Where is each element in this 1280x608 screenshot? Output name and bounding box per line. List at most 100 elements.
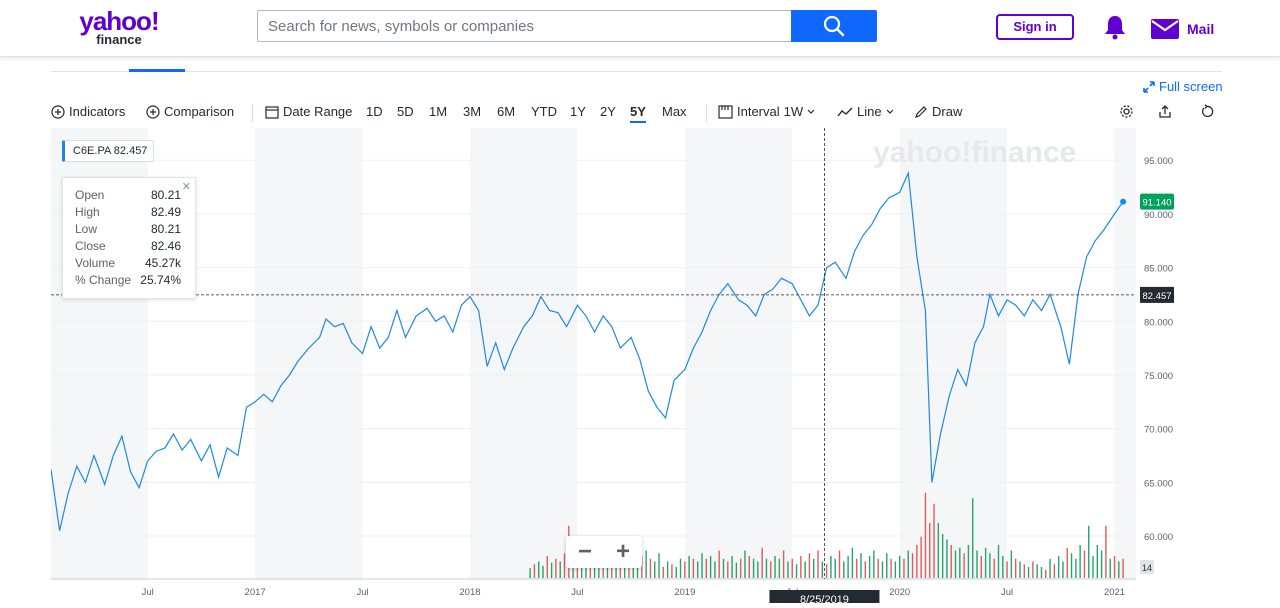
volume-bar [864,561,866,578]
volume-bar [770,561,772,578]
volume-bar [993,558,995,578]
symbol-tag[interactable]: C6E.PA 82.457 [62,140,155,162]
chart-canvas[interactable]: 95.000 90.000 85.000 80.000 75.000 70.000 65.0… [50,128,1222,606]
volume-bar [611,558,613,578]
range-ytd[interactable]: YTD [531,104,557,119]
volume-bar [933,503,935,578]
x-tick-label: 2019 [674,587,695,598]
close-icon[interactable]: ✕ [181,181,191,193]
range-5y[interactable]: 5Y [630,104,646,123]
tooltip-row-volume: Volume 45.27k [75,256,181,270]
volume-bar [800,556,802,578]
price-chart[interactable]: 95.000 90.000 85.000 80.000 75.000 70.000 65.0… [50,128,1222,606]
range-1y[interactable]: 1Y [570,104,586,119]
volume-bar [980,556,983,578]
volume-bar [821,561,824,578]
volume-bar [787,561,789,578]
volume-bar [1100,550,1103,578]
search-box [257,10,791,42]
volume-bar [585,561,587,578]
volume-bar [761,547,763,578]
volume-bar [709,556,712,578]
volume-bar [580,564,583,578]
range-1m[interactable]: 1M [429,104,448,119]
volume-bar [1096,545,1099,578]
notification-bell-icon[interactable] [1103,14,1127,45]
x-tick-label: Jul [356,587,368,598]
y-tick-label: 60.000 [1144,532,1173,543]
volume-bar [1014,558,1017,578]
volume-bar [838,550,841,578]
reset-button[interactable] [1200,104,1214,119]
logo-wordmark: yahoo! [79,6,159,36]
mail-link[interactable]: Mail [1187,21,1215,37]
tooltip-row-high: High 82.49 [75,205,181,219]
zoom-in-button[interactable]: + [615,538,630,565]
volume-bar [817,550,819,578]
range-2y[interactable]: 2Y [600,104,616,119]
chart-toolbar: Indicators Comparison Date Range 1D 5D 1… [51,100,1222,126]
chart-type-label: Line [857,104,882,119]
volume-bar [954,550,957,578]
volume-bar [555,558,557,578]
date-range-button[interactable]: Date Range [265,104,352,119]
last-value-box [1140,193,1174,210]
volume-bar [873,550,875,578]
yahoo-finance-logo[interactable]: yahoo! finance [73,8,165,48]
y-tick-label: 90.000 [1144,210,1173,221]
range-5d[interactable]: 5D [397,104,414,119]
volume-bar [920,536,922,578]
zoom-controls: − + [566,536,642,568]
volume-bar [851,547,854,578]
range-6m[interactable]: 6M [497,104,516,119]
crosshair-value-label: 82.457 [1142,291,1171,302]
volume-bar [825,564,828,578]
plus-circle-icon [146,104,160,119]
draw-button[interactable]: Draw [914,104,962,119]
gear-icon [1120,105,1133,118]
volume-bar [662,567,665,578]
volume-bar [1002,556,1004,578]
comparison-button[interactable]: Comparison [146,104,234,119]
volume-bar [1083,550,1086,578]
chart-type-dropdown[interactable]: Line [837,104,894,119]
volume-bar [941,534,944,578]
interval-dropdown[interactable]: Interval 1W [718,104,815,119]
volume-bar [1049,558,1051,578]
zoom-out-button[interactable]: − [577,538,592,565]
volume-bar [697,561,699,578]
volume-bar [1040,567,1043,578]
volume-bar [533,564,536,578]
volume-bar [546,556,549,578]
full-screen-button[interactable]: Full screen [1143,79,1223,94]
toolbar-divider [252,104,253,122]
volume-bar [757,561,759,578]
sign-in-button[interactable]: Sign in [996,14,1074,40]
shaded-band [899,128,1008,579]
tooltip-row-close: Close 82.46 [75,239,181,253]
volume-bar [881,561,884,578]
share-button[interactable] [1158,104,1172,119]
chevron-down-icon [886,109,894,114]
mail-icon[interactable] [1151,19,1179,44]
range-max[interactable]: Max [662,104,687,119]
volume-bar [641,556,643,578]
volume-bar [1070,553,1073,578]
interval-value: 1W [783,104,804,119]
x-tick-label: 2021 [1104,587,1125,598]
volume-bar [1118,561,1120,578]
crosshair-value-box [1140,286,1174,303]
range-3m[interactable]: 3M [463,104,482,119]
symbol-name: C6E.PA [73,145,111,157]
search-input[interactable] [258,11,791,41]
settings-button[interactable] [1119,104,1134,119]
search-button[interactable] [791,10,877,42]
x-tick-label: Jul [571,587,583,598]
volume-bar [1057,556,1060,578]
volume-bar [911,553,914,578]
price-line [50,170,1124,531]
volume-bar [877,558,879,578]
range-1d[interactable]: 1D [366,104,383,119]
volume-bar [834,558,836,578]
indicators-button[interactable]: Indicators [51,104,125,119]
